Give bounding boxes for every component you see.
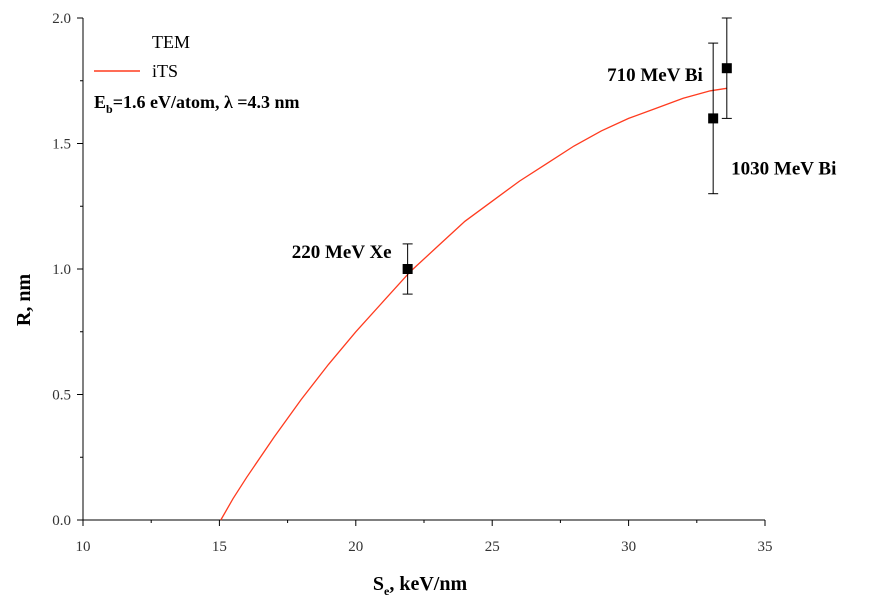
legend: TEM iTS Eb=1.6 eV/atom, λ =4.3 nm (94, 32, 300, 116)
data-point-label: 220 MeV Xe (292, 242, 392, 263)
x-axis-title-s: S (373, 573, 384, 595)
y-tick-label: 0.5 (52, 388, 71, 404)
tem-data-point (708, 113, 719, 124)
legend-tem-label: TEM (152, 32, 190, 52)
x-tick-label: 35 (758, 539, 773, 555)
tem-data-point (721, 63, 732, 74)
annotation-layer: 220 MeV Xe 1030 MeV Bi 710 MeV Bi (292, 65, 837, 263)
legend-params-rest: =1.6 eV/atom, λ =4.3 nm (113, 92, 300, 112)
y-tick-label: 0.0 (52, 513, 71, 529)
ticks: 10 15 20 25 30 35 0.0 0.5 1.0 1.5 2.0 (52, 11, 772, 555)
legend-params-e: E (94, 92, 106, 112)
legend-params-sub: b (106, 102, 113, 116)
x-axis-title: Se, keV/nm (373, 573, 468, 598)
its-curve-layer (220, 87, 727, 521)
x-axis-title-sub: e (384, 584, 390, 598)
y-tick-label: 1.0 (52, 262, 71, 278)
x-tick-label: 20 (348, 539, 363, 555)
x-tick-label: 25 (485, 539, 500, 555)
y-tick-label: 2.0 (52, 11, 71, 27)
its-curve (220, 87, 727, 521)
tem-points-layer (402, 17, 732, 295)
x-tick-label: 15 (212, 539, 227, 555)
y-axis-title: R, nm (13, 274, 35, 327)
legend-params: Eb=1.6 eV/atom, λ =4.3 nm (94, 92, 300, 116)
x-tick-label: 30 (621, 539, 636, 555)
tem-data-point (402, 264, 413, 274)
data-point-label: 710 MeV Bi (607, 65, 703, 86)
y-tick-label: 1.5 (52, 137, 71, 153)
data-point-label: 1030 MeV Bi (731, 158, 836, 179)
legend-its-label: iTS (152, 61, 178, 81)
x-tick-label: 10 (76, 539, 91, 555)
x-axis-title-rest: , keV/nm (389, 573, 467, 595)
